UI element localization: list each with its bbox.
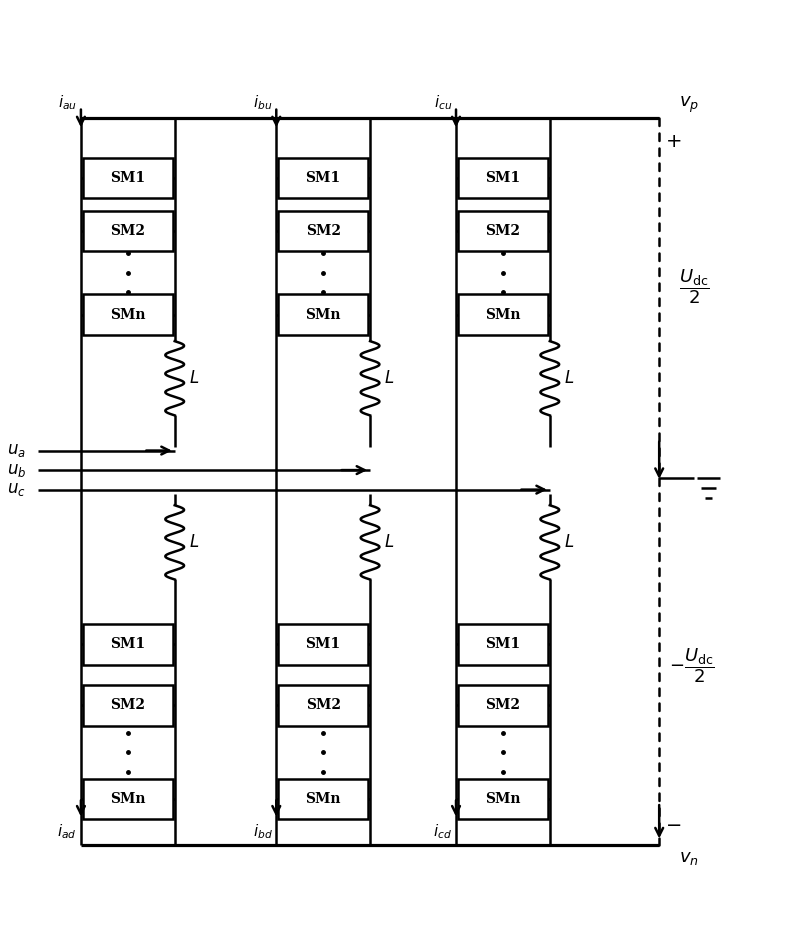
Text: $L$: $L$ [189, 370, 199, 387]
Bar [458, 624, 548, 665]
Text: $v_p$: $v_p$ [678, 95, 699, 115]
Text: $v_n$: $v_n$ [678, 849, 699, 867]
Text: $L$: $L$ [563, 370, 575, 387]
Text: SM2: SM2 [110, 699, 146, 712]
Text: SM2: SM2 [305, 699, 341, 712]
Bar [458, 294, 548, 335]
Text: SM2: SM2 [486, 699, 520, 712]
Bar [279, 778, 368, 819]
Text: SM2: SM2 [110, 224, 146, 238]
Text: $-$: $-$ [666, 813, 682, 832]
Bar [83, 685, 172, 725]
Bar [458, 210, 548, 251]
Bar [83, 294, 172, 335]
Text: $i_{bd}$: $i_{bd}$ [253, 823, 272, 841]
Text: $u_c$: $u_c$ [6, 482, 25, 498]
Bar [458, 157, 548, 198]
Bar [279, 157, 368, 198]
Bar [279, 210, 368, 251]
Bar [279, 624, 368, 665]
Text: $i_{cd}$: $i_{cd}$ [433, 823, 452, 841]
Text: $L$: $L$ [563, 534, 575, 551]
Text: SMn: SMn [485, 307, 521, 321]
Text: SMn: SMn [485, 793, 521, 806]
Text: SM2: SM2 [486, 224, 520, 238]
Text: SM1: SM1 [305, 637, 341, 651]
Bar [83, 624, 172, 665]
Text: SMn: SMn [305, 307, 341, 321]
Text: $i_{au}$: $i_{au}$ [58, 94, 77, 112]
Text: SM2: SM2 [305, 224, 341, 238]
Text: SM1: SM1 [110, 637, 146, 651]
Text: $\dfrac{U_{\mathrm{dc}}}{2}$: $\dfrac{U_{\mathrm{dc}}}{2}$ [678, 267, 709, 306]
Text: $-\dfrac{U_{\mathrm{dc}}}{2}$: $-\dfrac{U_{\mathrm{dc}}}{2}$ [669, 647, 715, 684]
Text: $i_{cu}$: $i_{cu}$ [434, 94, 452, 112]
Bar [83, 778, 172, 819]
Text: SMn: SMn [110, 793, 146, 806]
Text: $u_a$: $u_a$ [6, 442, 26, 459]
Bar [279, 685, 368, 725]
Text: $L$: $L$ [384, 370, 394, 387]
Text: SM1: SM1 [305, 171, 341, 185]
Text: $i_{ad}$: $i_{ad}$ [57, 823, 77, 841]
Text: $L$: $L$ [189, 534, 199, 551]
Text: SMn: SMn [305, 793, 341, 806]
Text: $i_{bu}$: $i_{bu}$ [253, 94, 272, 112]
Bar [83, 210, 172, 251]
Bar [83, 157, 172, 198]
Bar [458, 778, 548, 819]
Bar [458, 685, 548, 725]
Text: SM1: SM1 [486, 171, 520, 185]
Text: $L$: $L$ [384, 534, 394, 551]
Text: SM1: SM1 [486, 637, 520, 651]
Text: SM1: SM1 [110, 171, 146, 185]
Text: $u_b$: $u_b$ [6, 462, 26, 479]
Text: +: + [666, 133, 682, 152]
Text: SMn: SMn [110, 307, 146, 321]
Bar [279, 294, 368, 335]
